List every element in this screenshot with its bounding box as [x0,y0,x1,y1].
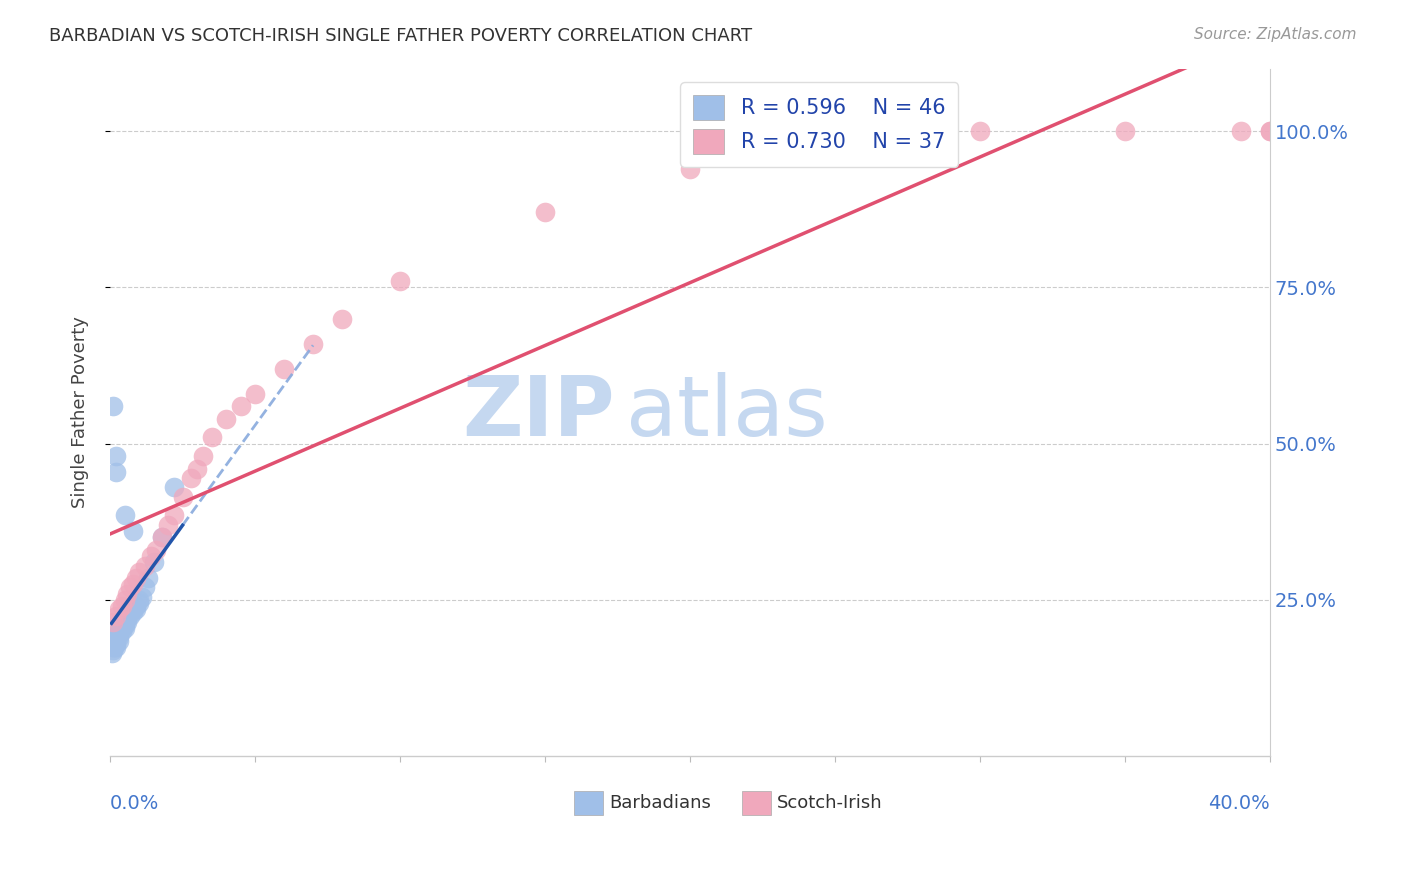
Point [105,627,128,641]
Point [136,571,159,585]
Point [104,608,127,623]
Point [243,386,266,401]
Point [534,205,557,219]
Point [101,637,124,651]
Point [114,593,136,607]
Point [114,612,136,626]
Point [1258,124,1281,138]
Point [131,590,153,604]
Point [114,618,136,632]
Point [104,465,127,479]
Point [111,599,134,614]
Point [117,587,139,601]
Text: atlas: atlas [626,372,828,453]
Point [122,577,145,591]
Point [969,124,991,138]
Legend: R = 0.596    N = 46, R = 0.730    N = 37: R = 0.596 N = 46, R = 0.730 N = 37 [681,82,957,167]
Point [120,608,142,623]
Point [111,624,134,639]
Point [186,461,208,475]
Point [101,640,124,654]
Point [117,612,139,626]
Point [125,571,148,585]
Point [122,606,145,620]
Point [101,643,124,657]
Point [100,646,122,660]
Point [229,399,252,413]
Point [215,411,238,425]
Point [111,621,134,635]
Text: 0.0%: 0.0% [110,794,159,813]
Text: ZIP: ZIP [463,372,614,453]
Point [117,615,139,629]
Point [150,530,173,544]
Point [191,449,214,463]
Y-axis label: Single Father Poverty: Single Father Poverty [72,317,89,508]
FancyBboxPatch shape [742,790,772,814]
Point [134,558,156,573]
Point [1258,124,1281,138]
Point [120,581,142,595]
Text: 40.0%: 40.0% [1208,794,1270,813]
Point [107,624,129,639]
Point [103,640,125,654]
Text: Barbadians: Barbadians [609,794,710,812]
Point [145,542,167,557]
Point [163,480,186,494]
Point [107,633,129,648]
Point [122,602,145,616]
Point [330,311,353,326]
Text: Scotch-Irish: Scotch-Irish [778,794,883,812]
Point [172,490,194,504]
Point [911,124,934,138]
Point [679,161,702,176]
Point [107,627,129,641]
Point [103,637,125,651]
Point [104,449,127,463]
Point [104,640,127,654]
Point [1230,124,1253,138]
Point [122,524,145,538]
Point [163,508,186,523]
Point [180,471,202,485]
Point [128,593,150,607]
Point [302,336,325,351]
Point [128,596,150,610]
Point [139,549,162,563]
Point [104,631,127,645]
Point [389,274,412,288]
Point [111,615,134,629]
Point [114,615,136,629]
Text: BARBADIAN VS SCOTCH-IRISH SINGLE FATHER POVERTY CORRELATION CHART: BARBADIAN VS SCOTCH-IRISH SINGLE FATHER … [49,27,752,45]
Point [101,399,124,413]
Point [150,530,173,544]
Point [107,621,129,635]
Point [117,608,139,623]
Point [107,631,129,645]
Point [114,621,136,635]
Point [125,602,148,616]
Point [101,615,124,629]
Point [120,606,142,620]
Point [111,618,134,632]
Point [104,637,127,651]
Point [142,555,165,569]
FancyBboxPatch shape [574,790,603,814]
Point [128,565,150,579]
Point [125,599,148,614]
Point [1114,124,1136,138]
Point [134,581,156,595]
Point [824,136,846,151]
Point [107,602,129,616]
Text: Source: ZipAtlas.com: Source: ZipAtlas.com [1194,27,1357,42]
Point [114,508,136,523]
Point [104,633,127,648]
Point [157,517,180,532]
Point [273,361,295,376]
Point [200,430,222,444]
